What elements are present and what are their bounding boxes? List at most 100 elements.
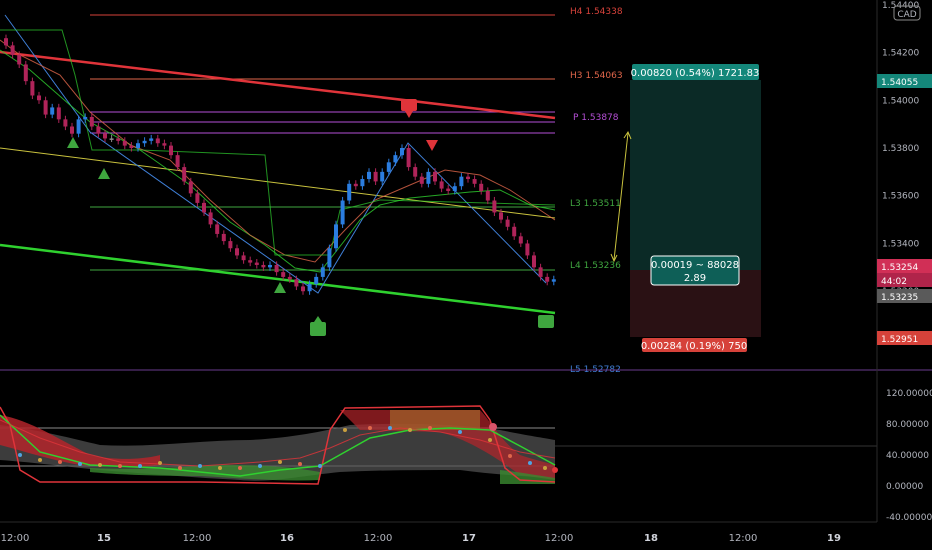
osc-tick: -40.00000 — [886, 513, 932, 523]
osc-dot — [58, 460, 62, 464]
time-tick: 12:00 — [545, 533, 574, 544]
candle — [413, 167, 418, 177]
candle — [268, 264, 272, 268]
osc-red-line — [0, 405, 556, 485]
candle — [281, 272, 286, 277]
osc-dot — [298, 462, 302, 466]
time-tick: 12:00 — [729, 533, 758, 544]
candle — [314, 276, 319, 285]
target-price-badge — [877, 74, 932, 88]
time-axis[interactable]: 12:00 15 12:00 16 12:00 17 12:00 18 12:0… — [1, 533, 841, 544]
candle — [406, 148, 411, 168]
time-tick: 17 — [462, 533, 476, 544]
osc-dot — [218, 466, 222, 470]
osc-red-fill-1 — [0, 415, 160, 467]
candle — [472, 179, 477, 184]
osc-dot — [78, 462, 82, 466]
level-label-l3: L3 1.53511 — [570, 199, 621, 209]
price-tick: 1.53400 — [882, 239, 919, 249]
osc-tick: 40.00000 — [886, 451, 929, 461]
candle — [23, 64, 28, 82]
osc-dot — [258, 464, 262, 468]
osc-dot — [408, 428, 412, 432]
candle — [228, 241, 233, 249]
entry-line1: 0.00019 ~ 88028 — [651, 260, 739, 271]
osc-dot — [238, 466, 242, 470]
candle — [215, 224, 220, 234]
oscillator-pane — [0, 405, 877, 485]
currency-label: CAD — [897, 10, 916, 20]
candle — [360, 179, 365, 187]
currency-badge[interactable] — [893, 5, 921, 21]
candle — [241, 255, 246, 261]
level-label-h4: H4 1.54338 — [570, 7, 623, 17]
candle — [419, 176, 424, 184]
osc-dot — [158, 461, 162, 465]
projection-arrow-head-icon — [623, 130, 632, 140]
candle — [525, 243, 530, 256]
stop-badge[interactable] — [642, 338, 747, 352]
candle — [136, 143, 140, 148]
yellow-trendline — [0, 147, 556, 219]
candle — [459, 176, 464, 187]
candle — [452, 186, 457, 191]
candle — [129, 145, 134, 148]
candle — [532, 255, 536, 268]
osc-dot — [318, 464, 322, 468]
candle — [347, 183, 352, 201]
target-badge[interactable] — [632, 64, 759, 80]
osc-dot — [508, 454, 512, 458]
stop-price-badge — [877, 331, 932, 345]
buy-arrow-icon — [67, 137, 79, 148]
candle — [380, 171, 385, 182]
candle — [307, 284, 312, 292]
level-label-l4: L4 1.53236 — [570, 261, 621, 271]
projection-arrow — [613, 132, 629, 261]
osc-dot — [458, 430, 462, 434]
entry-price-badge — [877, 289, 932, 303]
price-tick: 1.53800 — [882, 144, 919, 154]
osc-dot — [38, 458, 42, 462]
osc-dot — [278, 460, 282, 464]
target-label: 0.00820 (0.54%) 1721.83 — [631, 68, 760, 79]
entry-badge[interactable] — [650, 255, 740, 286]
candle — [320, 267, 325, 277]
osc-dot — [98, 463, 102, 467]
candle — [353, 183, 358, 187]
stop-label: 0.00284 (0.19%) 750 — [641, 341, 747, 352]
level-label-h3: H3 1.54063 — [570, 71, 623, 81]
osc-dots — [18, 426, 547, 470]
osc-dot — [18, 453, 22, 457]
candle — [334, 224, 338, 249]
candle — [485, 190, 490, 201]
current-price: 1.53254 — [881, 263, 918, 273]
osc-tick: 80.00000 — [886, 420, 929, 430]
green-trendline — [0, 243, 556, 315]
candle — [175, 155, 180, 168]
osc-dot — [428, 426, 432, 430]
candle — [4, 38, 8, 46]
candle — [89, 116, 94, 127]
buy-label-icon — [310, 322, 326, 336]
candle — [109, 138, 114, 140]
candle — [294, 279, 299, 287]
osc-dot — [388, 426, 392, 430]
candle — [221, 233, 226, 242]
candle — [182, 167, 187, 182]
stepped-line — [0, 29, 556, 256]
time-tick: 19 — [827, 533, 841, 544]
candle — [545, 276, 550, 282]
buy-arrow-icon — [98, 168, 110, 179]
ma-orange — [0, 39, 556, 263]
osc-red-signal — [0, 419, 556, 467]
candle — [50, 107, 55, 115]
candle — [122, 140, 127, 146]
candle — [17, 54, 22, 65]
time-tick: 18 — [644, 533, 658, 544]
candle — [505, 219, 510, 227]
candle — [518, 236, 523, 244]
time-tick: 16 — [280, 533, 294, 544]
time-tick: 15 — [97, 533, 111, 544]
osc-dot — [488, 438, 492, 442]
